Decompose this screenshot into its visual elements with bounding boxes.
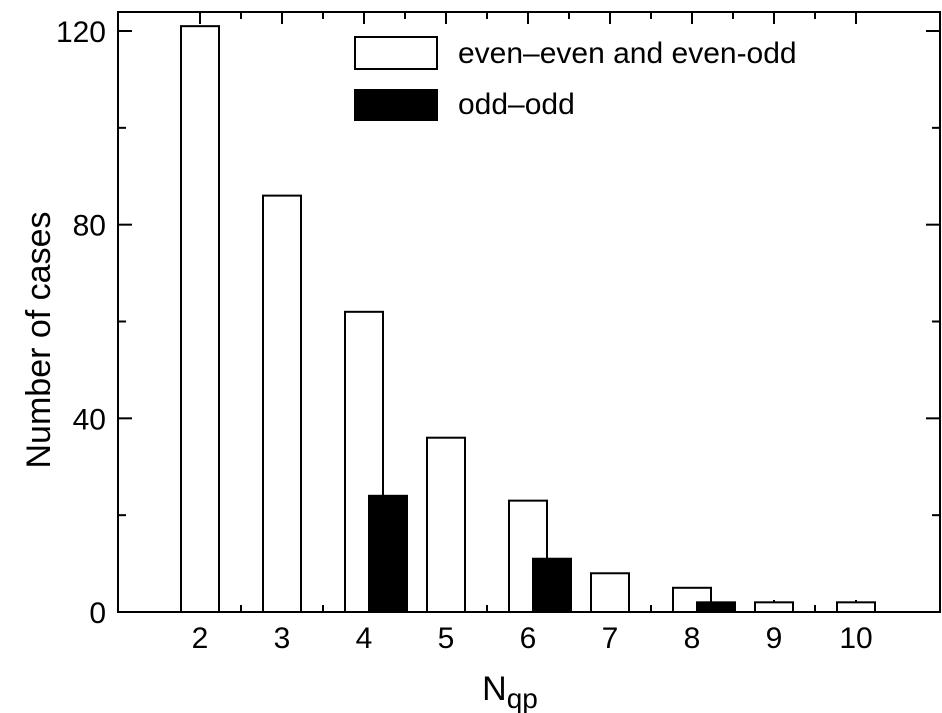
bar-even xyxy=(180,25,220,614)
x-tick-label: 10 xyxy=(839,622,872,655)
x-tick-label: 5 xyxy=(438,622,455,655)
bars xyxy=(180,25,876,614)
y-tick-label: 0 xyxy=(89,597,106,630)
legend-label-odd: odd–odd xyxy=(458,88,575,121)
y-tick-label: 120 xyxy=(56,16,106,49)
y-axis-title: Number of cases xyxy=(20,212,58,469)
x-axis-title: Nqp xyxy=(482,670,538,713)
x-axis-title-main: N xyxy=(482,670,507,708)
bar-odd xyxy=(532,557,572,613)
legend-swatch-odd xyxy=(354,89,438,121)
x-tick-label: 9 xyxy=(766,622,783,655)
legend-swatch-even xyxy=(354,36,438,70)
bar-even xyxy=(262,194,302,613)
x-tick-label: 2 xyxy=(192,622,209,655)
legend: even–even and even-odd odd–odd xyxy=(354,36,797,121)
bar-even xyxy=(590,572,630,613)
bar-even xyxy=(754,601,794,613)
y-tick-label: 40 xyxy=(73,403,106,436)
x-tick-label: 8 xyxy=(684,622,701,655)
bar-even xyxy=(426,436,466,614)
x-axis-title-subscript: qp xyxy=(507,683,538,713)
x-tick-label: 6 xyxy=(520,622,537,655)
x-tick-label: 4 xyxy=(356,622,373,655)
bar-odd xyxy=(696,601,736,613)
bar-even xyxy=(344,310,384,613)
x-tick-label: 3 xyxy=(274,622,291,655)
legend-label-even: even–even and even-odd xyxy=(458,37,797,70)
y-tick-label: 80 xyxy=(73,210,106,243)
y-axis-ticks: 0 40 80 120 xyxy=(56,16,940,630)
bar-odd xyxy=(368,494,408,613)
bar-even xyxy=(672,586,712,614)
bar-even xyxy=(836,601,876,613)
x-tick-label: 7 xyxy=(602,622,619,655)
